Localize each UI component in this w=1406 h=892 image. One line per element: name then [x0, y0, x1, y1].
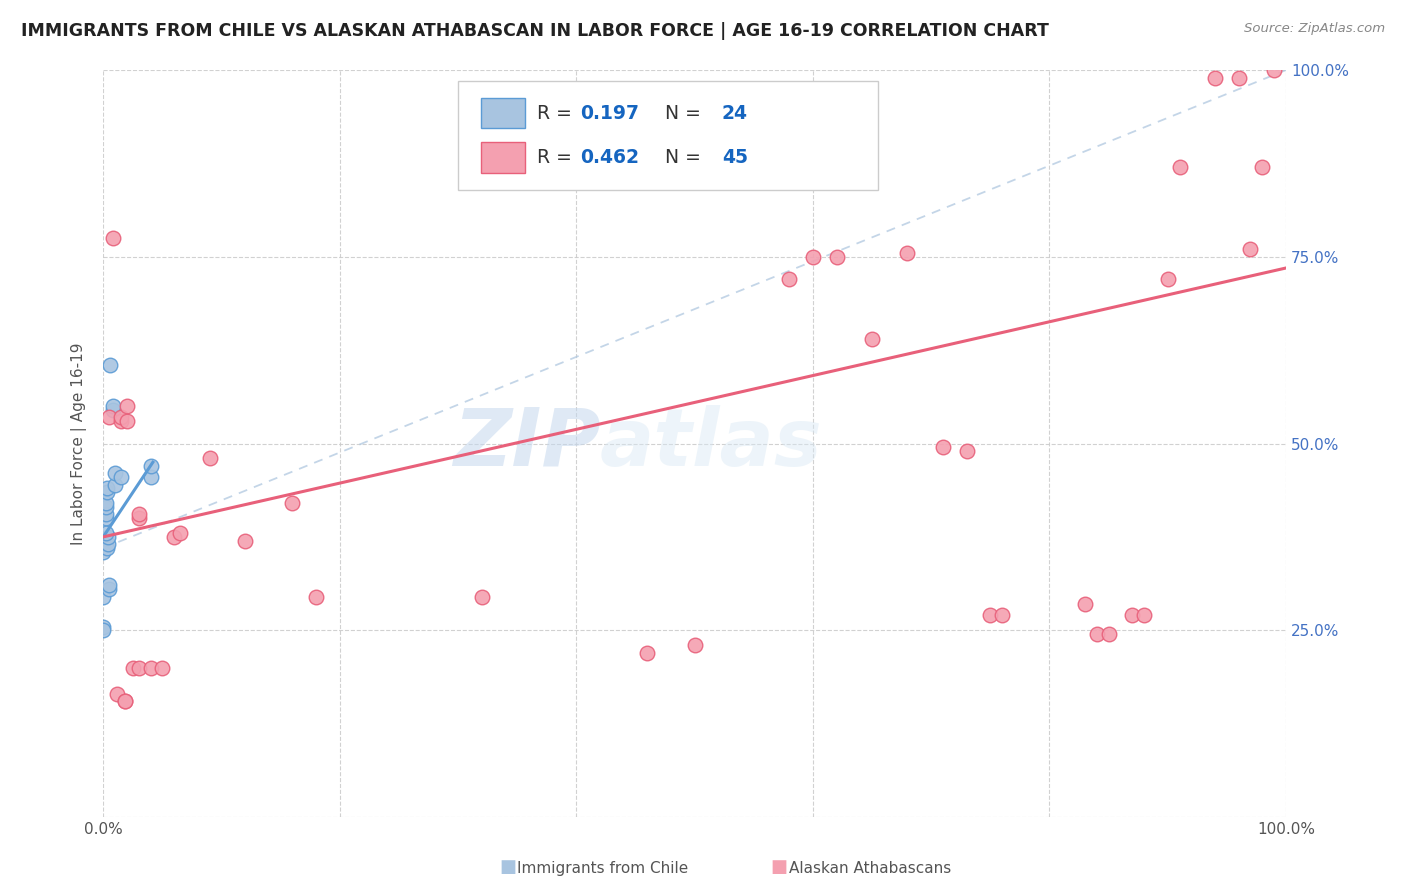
Point: [233, 533, 256, 548]
Point: [778, 272, 800, 286]
Point: [91, 590, 114, 604]
Point: [1239, 243, 1261, 257]
Point: [139, 660, 162, 674]
Point: [104, 477, 127, 491]
Point: [1204, 70, 1226, 85]
Text: N =: N =: [654, 103, 707, 123]
Point: [991, 608, 1014, 623]
Point: [115, 399, 138, 413]
FancyBboxPatch shape: [481, 98, 526, 128]
Point: [107, 687, 129, 701]
Point: [979, 608, 1001, 623]
Point: [1251, 160, 1274, 174]
Point: [169, 526, 191, 541]
Point: [955, 444, 977, 458]
Point: [1074, 597, 1097, 611]
Point: [98, 582, 121, 597]
Point: [198, 451, 221, 466]
Point: [97, 530, 120, 544]
Point: [91, 619, 114, 633]
Point: [96, 541, 118, 555]
Point: [825, 250, 848, 264]
Point: [139, 458, 162, 473]
Point: [94, 511, 117, 525]
Point: [94, 526, 117, 541]
Point: [110, 414, 132, 428]
Text: 45: 45: [721, 148, 748, 167]
Point: [98, 410, 121, 425]
Point: [1133, 608, 1156, 623]
Text: 24: 24: [721, 103, 748, 123]
Point: [128, 511, 150, 525]
Point: [896, 246, 918, 260]
Point: [96, 481, 118, 495]
Text: Source: ZipAtlas.com: Source: ZipAtlas.com: [1244, 22, 1385, 36]
Point: [91, 624, 114, 638]
Point: [1097, 627, 1119, 641]
Point: [683, 638, 706, 652]
Text: R =: R =: [537, 148, 578, 167]
Point: [104, 467, 127, 481]
FancyBboxPatch shape: [458, 81, 877, 190]
Point: [94, 496, 117, 510]
Point: [128, 660, 150, 674]
Text: Alaskan Athabascans: Alaskan Athabascans: [789, 861, 950, 876]
Point: [101, 231, 124, 245]
Point: [121, 660, 143, 674]
Text: IMMIGRANTS FROM CHILE VS ALASKAN ATHABASCAN IN LABOR FORCE | AGE 16-19 CORRELATI: IMMIGRANTS FROM CHILE VS ALASKAN ATHABAS…: [21, 22, 1049, 40]
Point: [1168, 160, 1191, 174]
Point: [932, 440, 955, 454]
Point: [115, 414, 138, 428]
Point: [801, 250, 824, 264]
Text: ZIP: ZIP: [453, 405, 600, 483]
Point: [98, 358, 121, 372]
Text: atlas: atlas: [600, 405, 823, 483]
Point: [110, 410, 132, 425]
Point: [96, 485, 118, 500]
Text: N =: N =: [654, 148, 707, 167]
Text: ■: ■: [770, 858, 787, 876]
Point: [139, 470, 162, 484]
Point: [128, 508, 150, 522]
Point: [91, 545, 114, 559]
Point: [94, 508, 117, 522]
Point: [1157, 272, 1180, 286]
Text: ■: ■: [499, 858, 516, 876]
Point: [114, 694, 136, 708]
Point: [101, 399, 124, 413]
Point: [1227, 70, 1250, 85]
Point: [281, 496, 304, 510]
Point: [101, 403, 124, 417]
Point: [860, 332, 883, 346]
Point: [110, 470, 132, 484]
Point: [94, 500, 117, 514]
Y-axis label: In Labor Force | Age 16-19: In Labor Force | Age 16-19: [72, 343, 87, 545]
Point: [305, 590, 328, 604]
Point: [1263, 63, 1285, 78]
Point: [150, 660, 173, 674]
Point: [636, 646, 658, 660]
FancyBboxPatch shape: [481, 143, 526, 173]
Point: [97, 537, 120, 551]
Point: [163, 530, 186, 544]
Text: 0.197: 0.197: [579, 103, 638, 123]
Point: [471, 590, 494, 604]
Text: Immigrants from Chile: Immigrants from Chile: [517, 861, 689, 876]
Point: [1085, 627, 1108, 641]
Point: [98, 578, 121, 592]
Text: 0.462: 0.462: [579, 148, 638, 167]
Point: [114, 694, 136, 708]
Point: [1121, 608, 1143, 623]
Text: R =: R =: [537, 103, 578, 123]
